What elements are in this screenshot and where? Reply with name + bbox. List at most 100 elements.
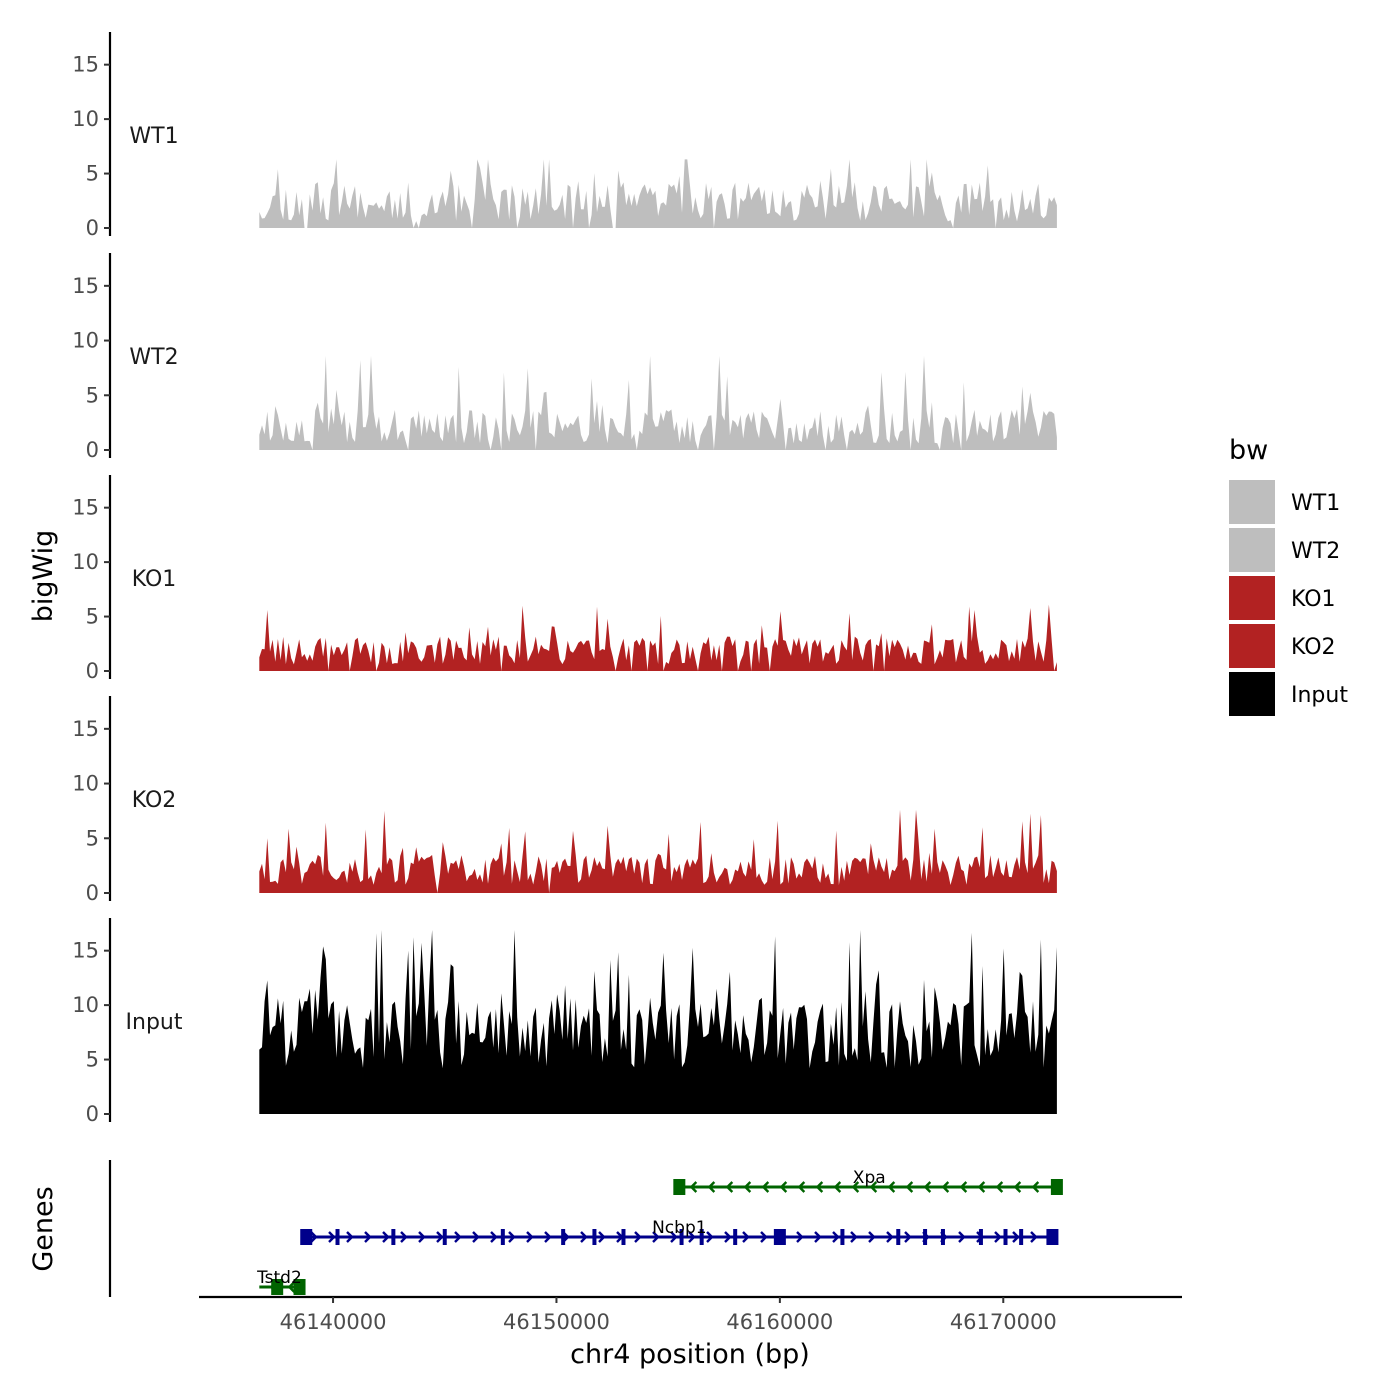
gene-tstd2: Tstd2 [256, 1268, 306, 1295]
strand-arrow [779, 1181, 788, 1193]
track-ko2: 0 5 10 15 KO2 [72, 696, 1057, 905]
strand-arrow [994, 1231, 1002, 1243]
strand-arrow [1030, 1231, 1038, 1243]
strand-arrow [958, 1231, 966, 1243]
y-tick-label-input-0: 0 [86, 1102, 99, 1126]
y-tick-label-ko2-0: 0 [86, 881, 99, 905]
legend-key-ko2 [1229, 624, 1275, 668]
gene-xpa-strand-arrows [689, 1181, 1040, 1193]
y-ticks-wt1: 0 5 10 15 [72, 53, 110, 240]
legend-entry-wt1: WT1 [1229, 480, 1340, 524]
strand-arrow [418, 1231, 426, 1243]
y-tick-label-wt2-0: 0 [86, 438, 99, 462]
gene-tstd2-exons [271, 1279, 306, 1295]
strand-arrow [287, 1281, 296, 1293]
y-tick-label-ko1-15: 15 [72, 496, 99, 520]
legend-label-wt2: WT2 [1291, 539, 1340, 564]
strand-arrow [959, 1181, 968, 1193]
track-label-ko2: KO2 [132, 788, 177, 813]
exon-ncbp1-12 [773, 1229, 786, 1245]
exon-ncbp1-11 [733, 1229, 738, 1245]
track-input: 0 5 10 15 Input [72, 918, 1057, 1126]
track-label-input: Input [126, 1010, 183, 1035]
exon-ncbp1-20 [1046, 1229, 1059, 1245]
strand-arrow [310, 1231, 318, 1243]
strand-arrow [887, 1181, 896, 1193]
x-axis-ticks: 46140000 46150000 46160000 46170000 [280, 1297, 1057, 1334]
track-label-wt2: WT2 [129, 345, 178, 370]
strand-arrow [815, 1181, 824, 1193]
legend-key-ko1 [1229, 576, 1275, 620]
strand-arrow [508, 1231, 516, 1243]
strand-arrow [760, 1231, 768, 1243]
strand-arrow [725, 1181, 734, 1193]
exon-ncbp1-9 [679, 1229, 684, 1245]
area-wt2 [259, 355, 1057, 450]
y-tick-label-wt1-15: 15 [72, 53, 99, 77]
y-tick-label-wt2-10: 10 [72, 329, 99, 353]
strand-arrow [346, 1231, 354, 1243]
y-ticks-input: 0 5 10 15 [72, 939, 110, 1126]
y-tick-label-input-15: 15 [72, 939, 99, 963]
genes-panel: Genes Xpa Ncbp1 Tstd2 46140000 46150000 46… [28, 1160, 1182, 1370]
strand-arrow [797, 1181, 806, 1193]
exon-ncbp1-5 [500, 1229, 505, 1245]
strand-arrow [868, 1231, 876, 1243]
exon-ncbp1-8 [621, 1229, 626, 1245]
exon-ncbp1-13 [840, 1229, 845, 1245]
exon-ncbp1-7 [592, 1229, 597, 1245]
y-tick-label-input-10: 10 [72, 993, 99, 1017]
strand-arrow [526, 1231, 534, 1243]
exon-ncbp1-10 [699, 1229, 704, 1245]
x-tick-label-0: 46140000 [280, 1310, 387, 1334]
legend: bw WT1 WT2 KO1 KO2 Input [1229, 435, 1348, 716]
exon-ncbp1-6 [561, 1229, 566, 1245]
strand-arrow [454, 1231, 462, 1243]
strand-arrow [1031, 1181, 1040, 1193]
y-tick-label-ko2-5: 5 [86, 826, 99, 850]
y-axis-title: bigWig [28, 530, 59, 623]
strand-arrow [743, 1181, 752, 1193]
gene-xpa-exons [673, 1179, 1063, 1195]
strand-arrow [977, 1181, 986, 1193]
y-tick-label-ko1-5: 5 [86, 605, 99, 629]
strand-arrow [598, 1231, 606, 1243]
strand-arrow [490, 1231, 498, 1243]
strand-arrow [761, 1181, 770, 1193]
track-label-ko1: KO1 [132, 567, 177, 592]
legend-label-input: Input [1291, 683, 1348, 708]
y-ticks-ko2: 0 5 10 15 [72, 717, 110, 905]
strand-arrow [400, 1231, 408, 1243]
strand-arrow [382, 1231, 390, 1243]
strand-arrow [689, 1181, 698, 1193]
legend-label-ko1: KO1 [1291, 587, 1336, 612]
strand-arrow [833, 1181, 842, 1193]
gene-xpa-label: Xpa [853, 1168, 886, 1188]
legend-label-ko2: KO2 [1291, 635, 1336, 660]
strand-arrow [364, 1231, 372, 1243]
strand-arrow [995, 1181, 1004, 1193]
exon-tstd2-2 [293, 1279, 306, 1295]
strand-arrow [670, 1231, 678, 1243]
legend-entry-ko1: KO1 [1229, 576, 1336, 620]
y-tick-label-ko2-15: 15 [72, 717, 99, 741]
strand-arrow [724, 1231, 732, 1243]
strand-arrow [923, 1181, 932, 1193]
strand-arrow [941, 1181, 950, 1193]
legend-entry-wt2: WT2 [1229, 528, 1340, 572]
legend-key-wt1 [1229, 480, 1275, 524]
strand-arrow [328, 1231, 336, 1243]
exon-ncbp1-17 [978, 1229, 983, 1245]
track-wt2: 0 5 10 15 WT2 [72, 253, 1057, 462]
exon-ncbp1-16 [940, 1229, 945, 1245]
exon-ncbp1-2 [335, 1229, 340, 1245]
exon-xpa-2 [1050, 1179, 1063, 1195]
y-tick-label-wt2-5: 5 [86, 383, 99, 407]
gene-xpa: Xpa [673, 1168, 1063, 1195]
y-tick-label-wt1-5: 5 [86, 162, 99, 186]
y-tick-label-ko1-10: 10 [72, 550, 99, 574]
strand-arrow [580, 1231, 588, 1243]
strand-arrow [905, 1181, 914, 1193]
y-ticks-ko1: 0 5 10 15 [72, 496, 110, 683]
strand-arrow [904, 1231, 912, 1243]
